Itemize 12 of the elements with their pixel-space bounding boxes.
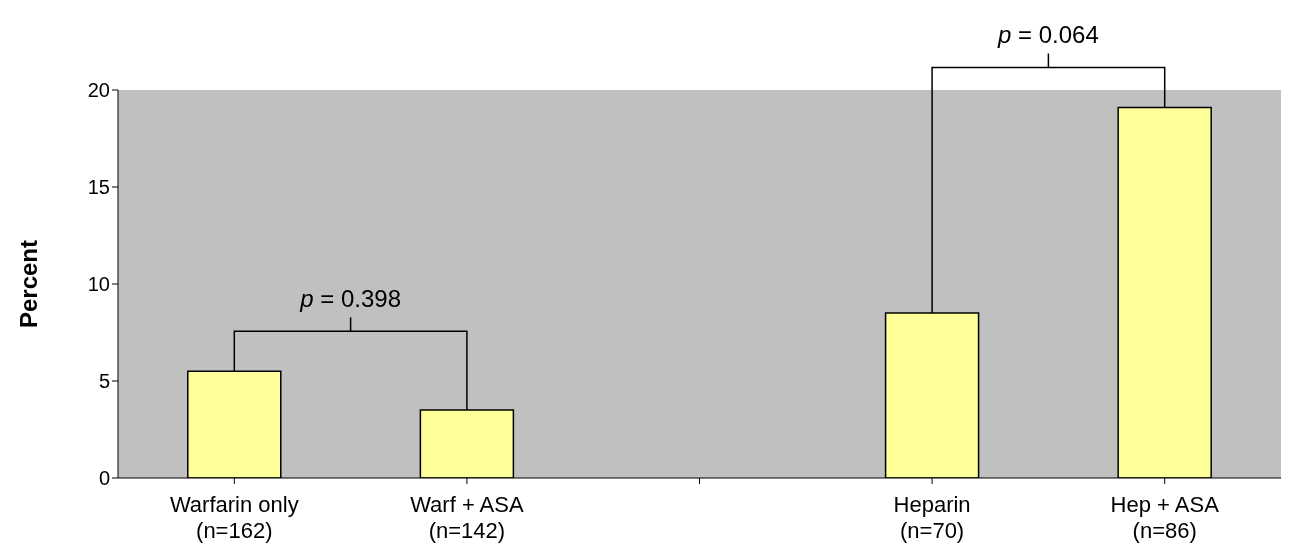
x-tick-label: Hep + ASA (n=86) (1110, 492, 1220, 543)
y-tick-label: 5 (98, 370, 110, 393)
y-tick-label: 20 (87, 79, 110, 102)
x-tick-label: Heparin (n=70) (893, 492, 971, 543)
y-axis-title: Percent (14, 239, 42, 329)
y-tick-label: 15 (87, 176, 110, 199)
y-tick-label: 0 (98, 467, 110, 490)
annotation: p = 0.398 (299, 285, 401, 313)
x-tick-label: Warf + ASA (n=142) (410, 492, 524, 543)
y-tick-label: 10 (87, 273, 110, 296)
text: p = 0.064 (997, 21, 1099, 49)
x-tick-label: Warfarin only (n=162) (169, 492, 299, 543)
